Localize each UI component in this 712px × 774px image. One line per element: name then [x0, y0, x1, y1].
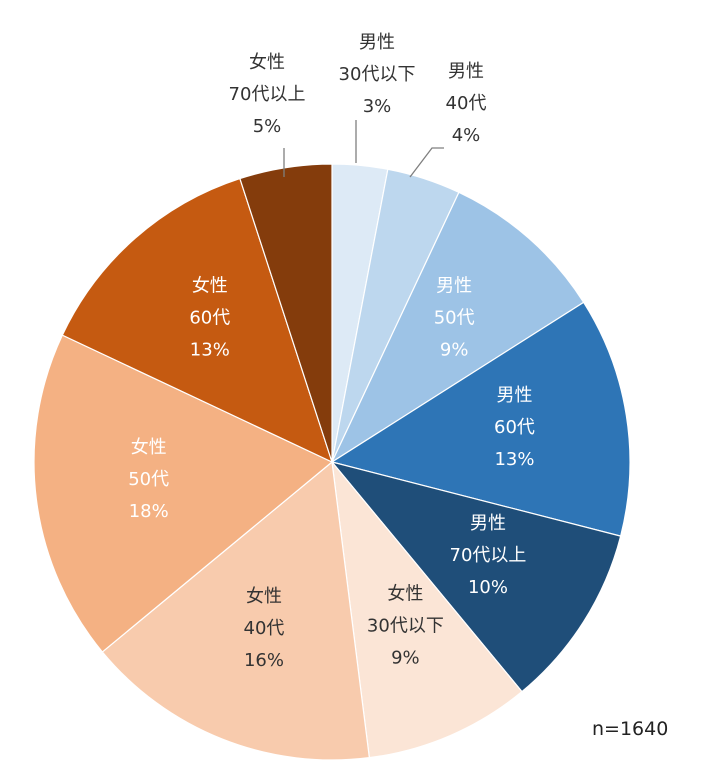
pie-slice-2	[330, 191, 585, 464]
leader-line-1	[409, 147, 444, 178]
slice-label-7: 女性 50代 18%	[128, 437, 169, 522]
slice-label-4: 男性 70代以上 10%	[450, 513, 527, 598]
slice-label-1: 男性 40代 4%	[446, 61, 487, 146]
pie-slice-9	[239, 163, 333, 463]
pie-slice-7	[33, 334, 334, 653]
pie-slice-8	[61, 177, 333, 464]
leader-lines	[283, 120, 444, 178]
slice-label-9: 女性 70代以上 5%	[229, 52, 306, 137]
pie-slice-4	[330, 460, 622, 693]
sample-size-note: n=1640	[592, 718, 669, 740]
slice-label-6: 女性 40代 16%	[244, 586, 285, 671]
pie-slices	[33, 163, 631, 761]
slice-label-2: 男性 50代 9%	[434, 275, 475, 360]
pie-slice-6	[101, 460, 371, 761]
slice-label-0: 男性 30代以下 3%	[339, 32, 416, 117]
slice-label-5: 女性 30代以下 9%	[367, 584, 444, 669]
slice-labels: 男性 30代以下 3% 男性 40代 4% 男性 50代 9% 男性 60代 13% 男性 70代以上 10…	[128, 32, 535, 671]
slice-label-8: 女性 60代 13%	[189, 275, 230, 360]
pie-slice-3	[330, 301, 631, 537]
pie-slice-5	[331, 460, 523, 759]
slice-label-3: 男性 60代 13%	[494, 385, 535, 470]
